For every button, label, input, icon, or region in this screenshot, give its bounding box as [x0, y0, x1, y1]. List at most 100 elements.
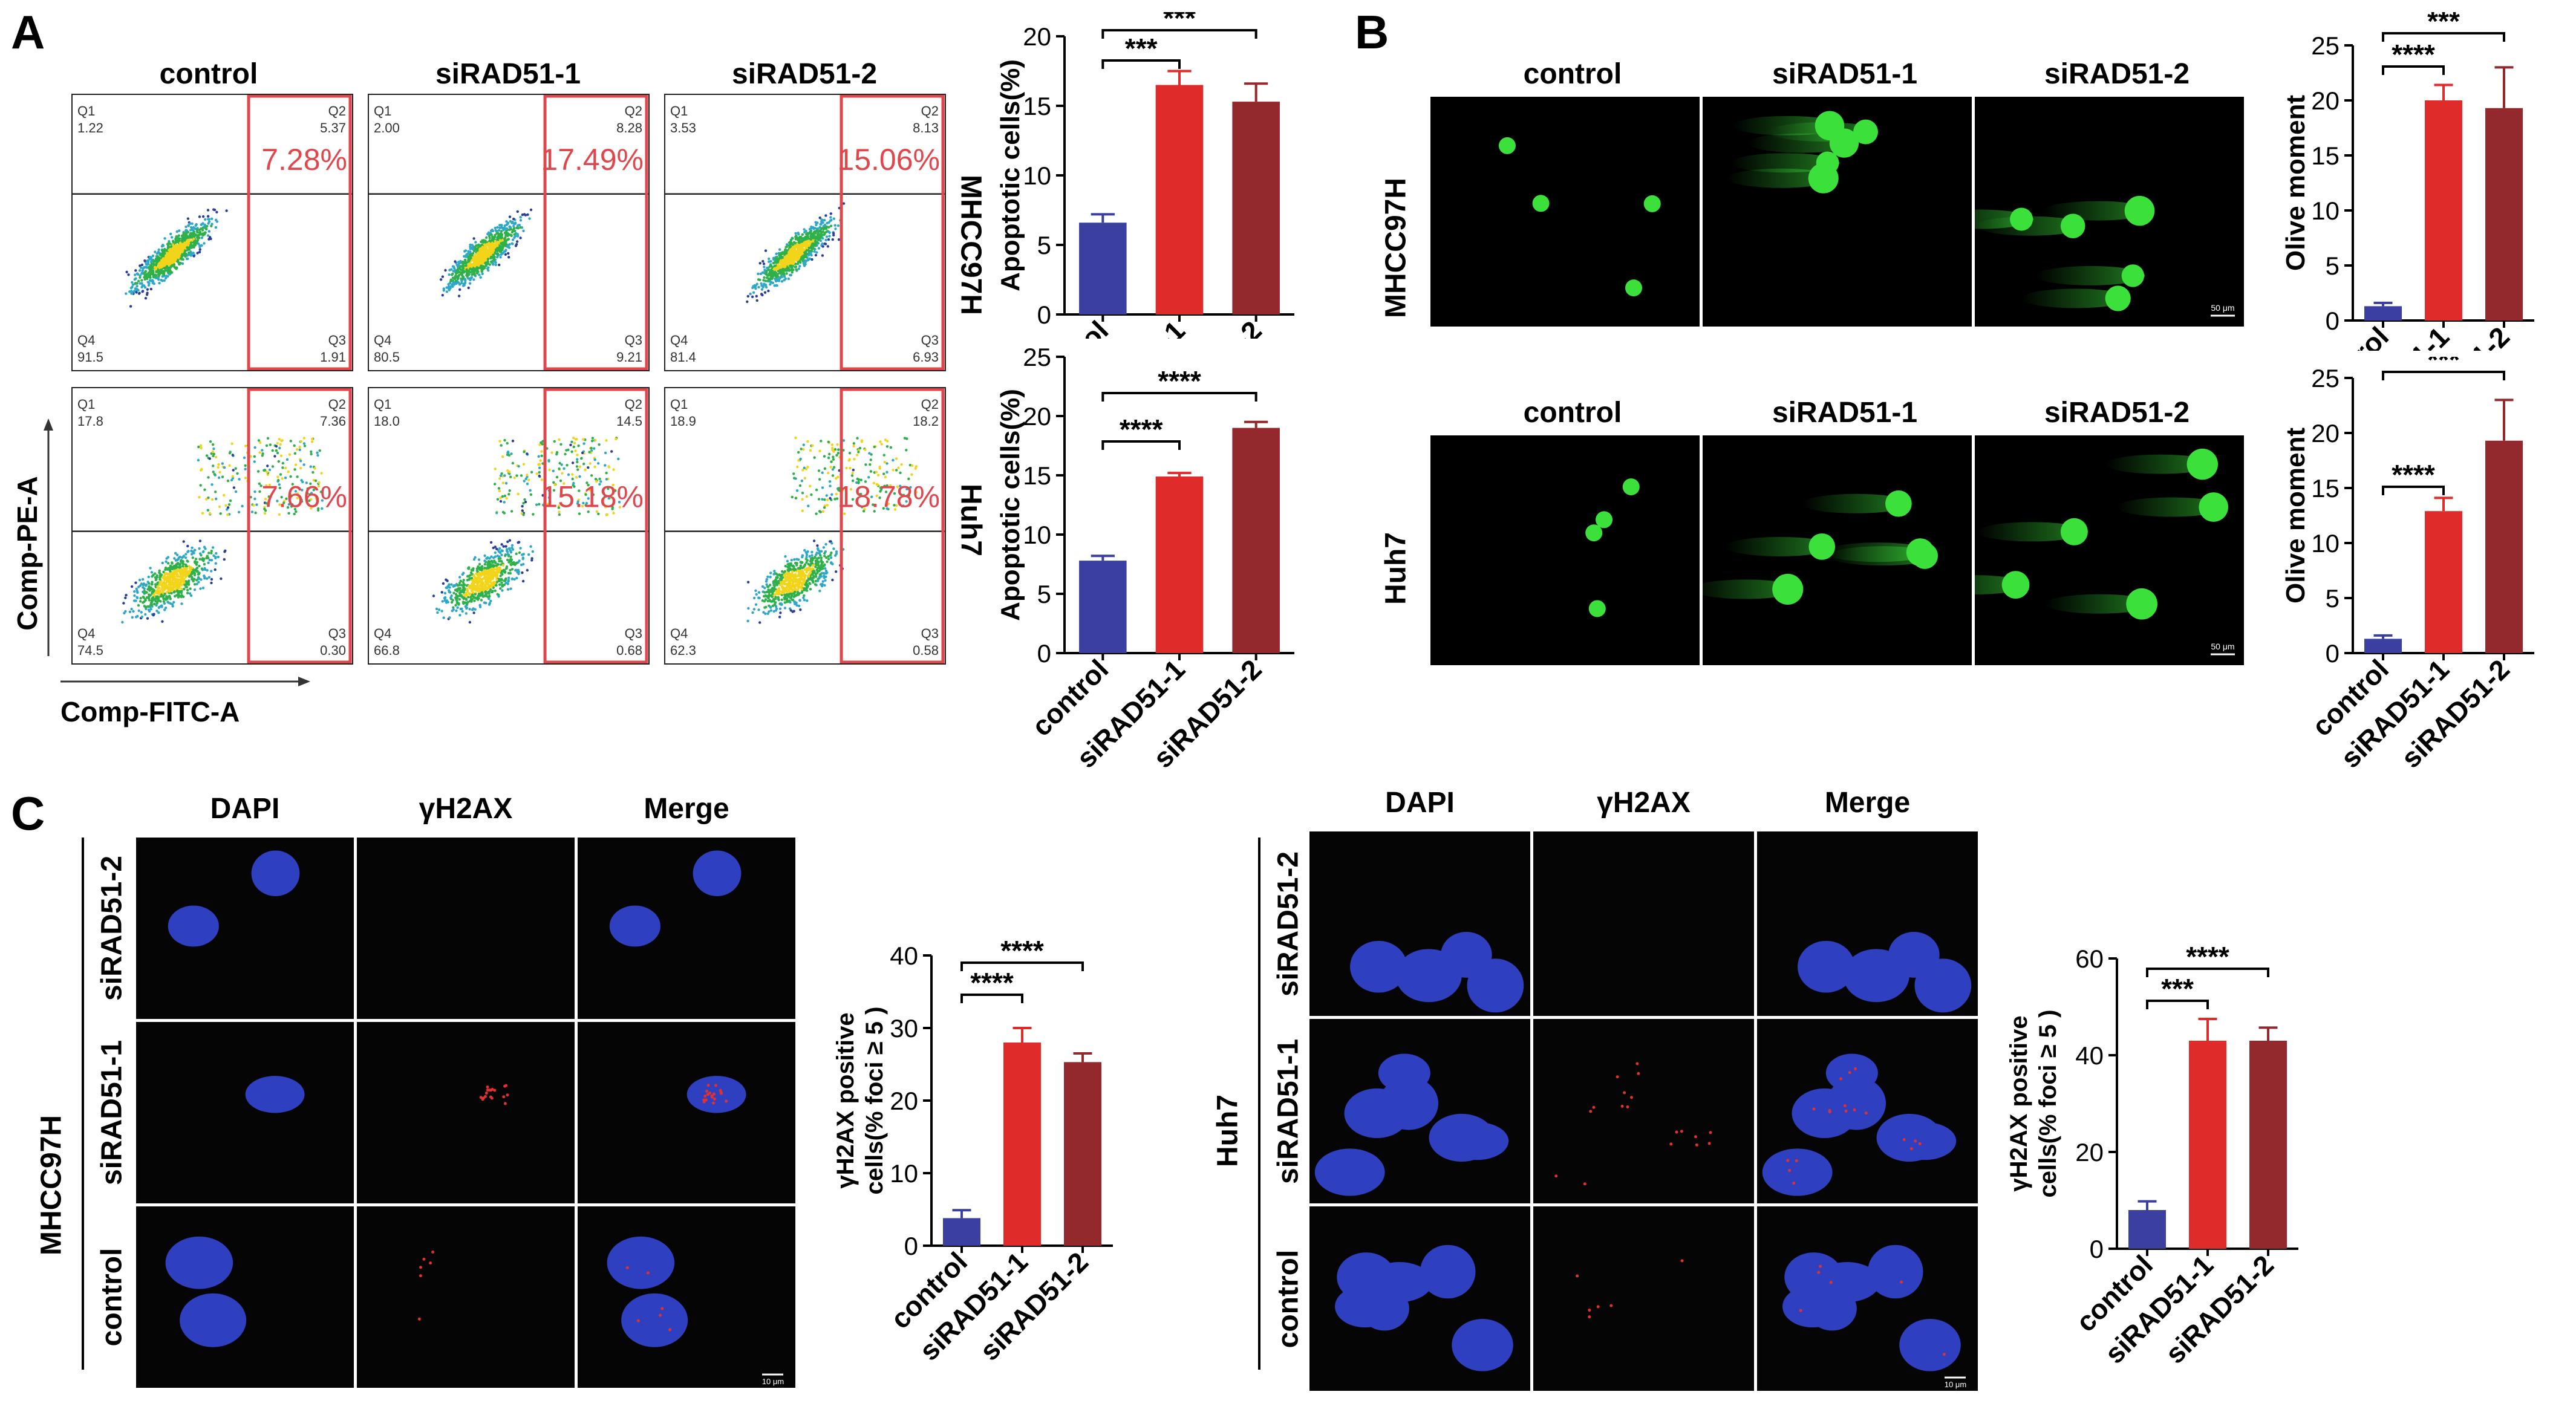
flow-q2-value: 8.28 — [616, 120, 642, 135]
flow-event — [243, 456, 246, 460]
flow-event — [574, 449, 577, 452]
flow-event — [492, 247, 495, 250]
flow-event — [777, 279, 781, 282]
flow-event — [444, 268, 447, 272]
flow-event — [201, 229, 204, 232]
flow-event — [471, 247, 474, 251]
flow-event — [212, 454, 215, 458]
flow-event — [571, 461, 575, 464]
flow-event — [183, 573, 186, 576]
flow-event — [867, 498, 870, 501]
panel-letter-a: A — [11, 5, 45, 59]
flow-event — [158, 593, 161, 596]
flow-event — [161, 585, 164, 589]
flow-event — [464, 259, 467, 262]
flow-event — [827, 230, 830, 233]
flow-event — [773, 267, 776, 270]
flow-event — [279, 443, 282, 446]
flow-event — [207, 476, 210, 479]
flow-event — [302, 437, 305, 440]
flow-event — [177, 255, 180, 258]
flow-event — [176, 553, 179, 556]
flow-event — [879, 440, 882, 443]
flow-event — [142, 586, 145, 589]
flow-event — [143, 590, 146, 593]
flow-event — [178, 565, 182, 569]
flow-event — [183, 249, 186, 252]
flow-event — [174, 572, 177, 576]
flow-event — [177, 234, 180, 237]
flow-event — [828, 480, 832, 483]
flow-event — [172, 600, 175, 604]
flow-event — [777, 264, 780, 268]
flow-event — [135, 291, 138, 294]
flow-event — [521, 509, 524, 512]
flow-plot-mhcc97h-sirad51-2: Q1 3.53 Q2 8.13 Q4 81.4 Q3 6.93 15.06% — [664, 94, 946, 371]
flow-event — [518, 559, 521, 562]
flow-event — [462, 602, 465, 605]
flow-event — [197, 581, 200, 584]
flow-event — [499, 499, 503, 503]
flow-event — [520, 474, 523, 477]
flow-event — [480, 591, 483, 594]
flow-event — [537, 463, 540, 466]
flow-event — [506, 221, 510, 224]
flow-event — [489, 541, 493, 544]
flow-event — [450, 268, 453, 271]
flow-q3-value: 0.68 — [616, 643, 642, 658]
flow-event — [132, 599, 136, 602]
flow-event — [820, 227, 823, 230]
flow-event — [161, 595, 165, 598]
flow-event — [488, 250, 492, 253]
flow-event — [188, 574, 191, 577]
flow-event — [804, 243, 807, 246]
flow-event — [172, 263, 176, 266]
flow-event — [305, 481, 308, 484]
flow-event — [195, 579, 198, 582]
flow-event — [452, 606, 455, 609]
flow-event — [500, 560, 503, 563]
flow-event — [474, 588, 478, 591]
flow-event — [500, 444, 503, 447]
flow-event — [490, 555, 493, 558]
flow-event — [203, 574, 206, 577]
flow-event — [538, 503, 541, 506]
flow-event — [481, 272, 484, 275]
flow-event — [490, 564, 493, 567]
flow-event — [295, 448, 299, 451]
flow-event — [758, 262, 761, 265]
flow-event — [181, 556, 184, 559]
flow-event — [488, 263, 492, 266]
flow-event — [500, 253, 503, 256]
flow-event — [547, 460, 550, 463]
flow-event — [771, 281, 774, 284]
flow-event — [198, 539, 202, 542]
flow-event — [825, 494, 828, 497]
flow-event — [179, 245, 182, 248]
flow-event — [195, 582, 198, 585]
flow-event — [448, 583, 451, 587]
flow-event — [540, 454, 543, 457]
flow-event — [159, 574, 163, 577]
flow-event — [503, 438, 506, 442]
flow-event — [823, 555, 826, 558]
flow-event — [227, 503, 231, 506]
flow-event — [508, 215, 512, 218]
flow-event — [207, 234, 210, 237]
flow-event — [281, 477, 284, 480]
flow-event — [224, 504, 227, 507]
flow-event — [755, 282, 758, 285]
flow-event — [778, 248, 781, 251]
flow-event — [184, 570, 187, 573]
flow-event — [254, 511, 257, 515]
flow-event — [801, 509, 804, 512]
flow-event — [592, 493, 595, 496]
flow-event — [798, 241, 801, 244]
flow-event — [148, 265, 151, 268]
flow-event — [168, 596, 171, 599]
flow-event — [128, 610, 132, 613]
flow-event — [509, 555, 512, 559]
flow-event — [477, 264, 480, 267]
flow-event — [485, 572, 488, 575]
